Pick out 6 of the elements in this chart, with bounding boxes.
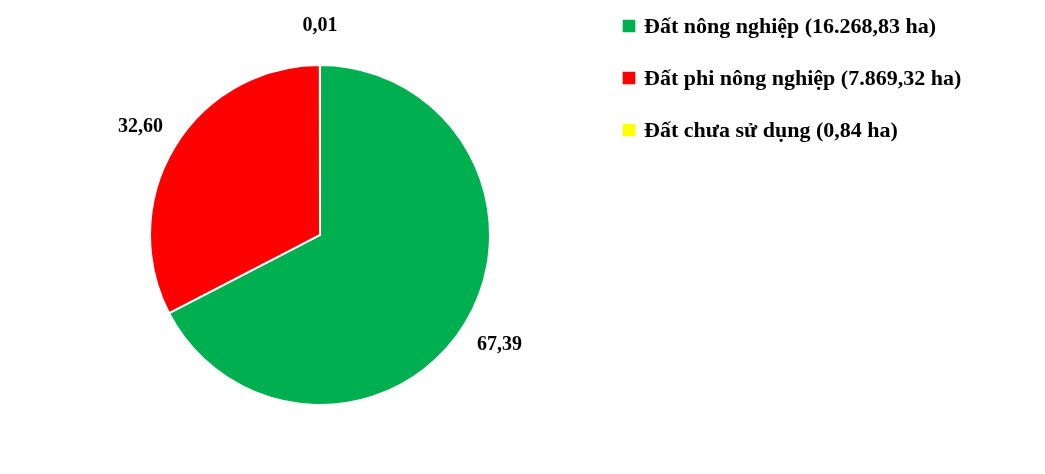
- data-label: 32,60: [118, 113, 164, 136]
- legend-label: Đất nông nghiệp (16.268,83 ha): [644, 13, 937, 38]
- legend-label: Đất phi nông nghiệp (7.869,32 ha): [644, 65, 962, 90]
- data-label: 67,39: [476, 332, 522, 355]
- legend-label: Đất chưa sử dụng (0,84 ha): [644, 117, 898, 142]
- data-label: 0,01: [302, 13, 338, 35]
